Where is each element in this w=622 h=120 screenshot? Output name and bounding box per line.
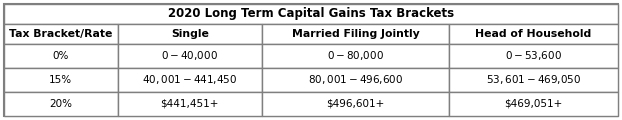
Text: 0%: 0% xyxy=(53,51,69,61)
Bar xyxy=(449,92,618,116)
Bar xyxy=(449,68,618,92)
Text: $53,601 - $469,050: $53,601 - $469,050 xyxy=(486,73,581,87)
Text: $469,051+: $469,051+ xyxy=(504,99,563,109)
Bar xyxy=(262,24,449,44)
Bar xyxy=(118,68,262,92)
Bar xyxy=(449,44,618,68)
Bar xyxy=(262,68,449,92)
Bar xyxy=(262,44,449,68)
Text: $441,451+: $441,451+ xyxy=(160,99,219,109)
Text: $80,001 - $496,600: $80,001 - $496,600 xyxy=(308,73,403,87)
Text: $40,001 - $441,450: $40,001 - $441,450 xyxy=(142,73,238,87)
Text: Married Filing Jointly: Married Filing Jointly xyxy=(292,29,419,39)
Text: $0 - $40,000: $0 - $40,000 xyxy=(161,49,218,63)
Bar xyxy=(4,92,118,116)
Text: 20%: 20% xyxy=(49,99,72,109)
Bar xyxy=(4,4,618,24)
Text: $0 - $80,000: $0 - $80,000 xyxy=(327,49,384,63)
Bar xyxy=(118,44,262,68)
Bar xyxy=(118,92,262,116)
Text: Tax Bracket/Rate: Tax Bracket/Rate xyxy=(9,29,113,39)
Text: $496,601+: $496,601+ xyxy=(327,99,384,109)
Text: 2020 Long Term Capital Gains Tax Brackets: 2020 Long Term Capital Gains Tax Bracket… xyxy=(168,7,454,21)
Bar xyxy=(4,24,118,44)
Bar xyxy=(118,24,262,44)
Bar xyxy=(4,68,118,92)
Text: Single: Single xyxy=(171,29,208,39)
Text: Head of Household: Head of Household xyxy=(475,29,592,39)
Text: $0 - $53,600: $0 - $53,600 xyxy=(505,49,562,63)
Bar xyxy=(449,24,618,44)
Bar xyxy=(262,92,449,116)
Bar xyxy=(4,44,118,68)
Text: 15%: 15% xyxy=(49,75,72,85)
